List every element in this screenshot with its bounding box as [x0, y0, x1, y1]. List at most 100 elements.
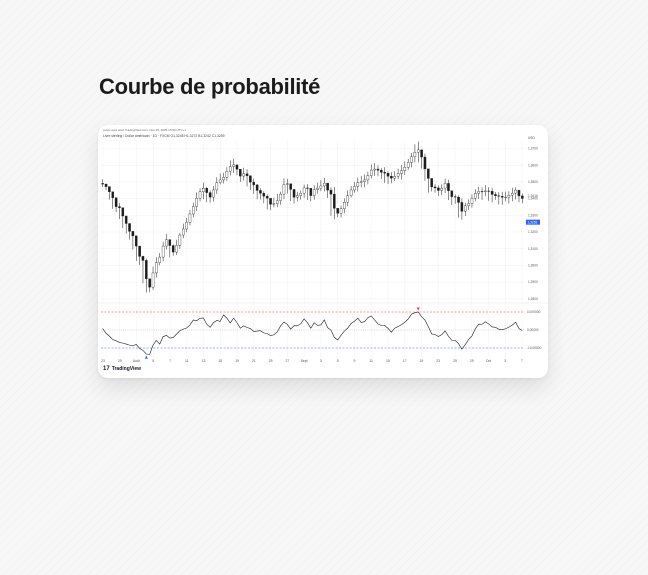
candle-body — [171, 245, 175, 253]
tradingview-name: TradingView — [111, 366, 142, 372]
candle-body — [279, 193, 282, 201]
candle-body — [252, 181, 255, 186]
candle-body — [517, 189, 521, 197]
candle-body — [390, 176, 393, 179]
candle-body — [450, 190, 454, 197]
candle-body — [141, 256, 145, 261]
x-tick-label: 23 — [101, 359, 105, 363]
candle-body — [175, 245, 178, 253]
candle-body — [218, 179, 222, 183]
candle-body — [138, 245, 141, 257]
candle-body — [427, 168, 430, 179]
candle-body — [500, 196, 504, 198]
candle-body — [198, 191, 202, 199]
candle-body — [128, 223, 131, 232]
x-tick-label: 25 — [453, 359, 457, 363]
candle-body — [289, 183, 292, 190]
candle-body — [185, 222, 188, 230]
tradingview-mark-icon: 17 — [103, 366, 110, 372]
chart-svg: 23 29 Août 5 7 11 13 15 19 21 25 27 Sept 3 5 9 11 15 17 19 2… — [98, 136, 548, 363]
candle-body — [249, 175, 252, 183]
candle-body — [302, 187, 306, 194]
candle-body — [312, 189, 316, 196]
candle-body — [319, 185, 323, 189]
x-tick-label: 29 — [470, 359, 474, 363]
candle-body — [222, 177, 225, 181]
y-tick-label: 1,3200 — [528, 230, 538, 234]
candle-body — [423, 156, 427, 170]
candle-body — [145, 260, 148, 279]
candle-body — [229, 166, 232, 172]
candle-body — [215, 182, 219, 191]
candle-body — [457, 196, 460, 203]
candle-body — [511, 192, 514, 196]
candle-body — [343, 202, 346, 209]
x-tick-label: 5 — [337, 359, 339, 363]
candle-body — [336, 208, 339, 214]
candle-body — [376, 168, 380, 171]
x-tick-label: 27 — [285, 359, 289, 363]
candle-body — [400, 170, 403, 174]
candle-body — [514, 189, 517, 194]
candle-body — [104, 183, 108, 187]
candle-body — [111, 191, 114, 198]
candle-body — [467, 203, 470, 206]
candle-body — [484, 190, 487, 192]
y-tick-label: 1,3600 — [528, 163, 538, 167]
candle-body — [430, 178, 433, 188]
candle-body — [255, 184, 259, 191]
candle-body — [323, 182, 326, 187]
candle-body — [329, 189, 333, 195]
x-tick-label: 17 — [403, 359, 407, 363]
candle-body — [443, 183, 447, 189]
candle-body — [470, 197, 474, 204]
x-tick-label: Sept — [301, 359, 308, 363]
osc-y-tick-label: -10,00000 — [527, 346, 542, 350]
candle-body — [296, 195, 299, 198]
x-tick-label: 3 — [320, 359, 322, 363]
candle-body — [195, 198, 198, 207]
candle-body — [464, 205, 467, 212]
candle-body — [259, 190, 262, 194]
candle-body — [131, 231, 135, 237]
candle-body — [447, 183, 450, 191]
candle-body — [406, 162, 410, 168]
candle-body — [521, 195, 524, 199]
y-tick-label: 1,2900 — [528, 280, 538, 284]
candle-body — [437, 187, 440, 191]
y-tick-label: 1,2800 — [528, 297, 538, 301]
candle-body — [182, 228, 185, 236]
candle-body — [235, 164, 239, 170]
candle-body — [460, 202, 464, 212]
candle-body — [477, 191, 480, 194]
y-tick-label: 1,3100 — [528, 247, 538, 251]
x-tick-label: 11 — [185, 359, 189, 363]
signal-high-marker — [416, 307, 420, 311]
candle-body — [413, 152, 417, 157]
candle-body — [440, 187, 443, 191]
candle-body — [101, 183, 104, 185]
candle-body — [306, 187, 309, 189]
x-tick-label: 19 — [235, 359, 239, 363]
x-tick-label: 21 — [252, 359, 256, 363]
candle-body — [269, 198, 272, 205]
candle-body — [168, 239, 172, 246]
candle-body — [410, 156, 413, 163]
candle-body — [316, 187, 319, 190]
candle-body — [202, 188, 205, 192]
candle-body — [353, 186, 356, 191]
candle-body — [326, 182, 329, 191]
candle-body — [333, 193, 336, 209]
candle-body — [121, 207, 125, 217]
candle-body — [309, 188, 313, 196]
tradingview-logo[interactable]: 17 TradingView — [103, 366, 141, 372]
x-tick-label: 25 — [269, 359, 273, 363]
oscillator-line — [102, 311, 523, 355]
candle-body — [386, 173, 390, 177]
candle-body — [135, 235, 138, 247]
price-tag-bg — [526, 219, 540, 225]
candle-body — [108, 186, 111, 192]
candle-body — [272, 203, 276, 205]
candle-body — [480, 191, 484, 193]
candle-body — [494, 194, 497, 196]
